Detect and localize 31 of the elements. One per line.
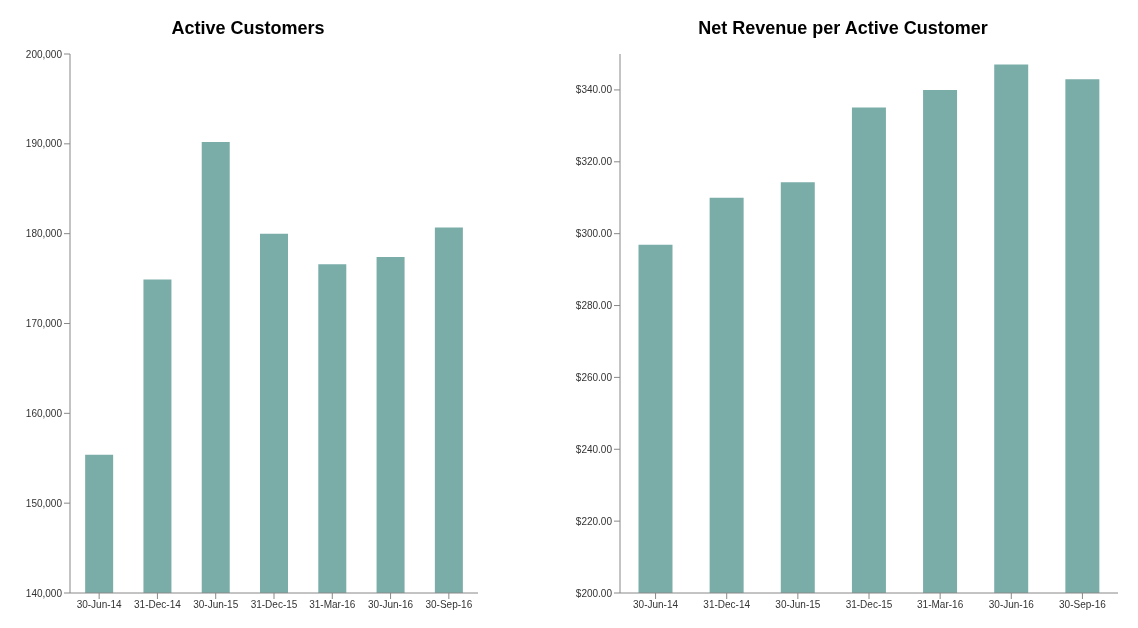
x-tick-label: 31-Dec-15	[845, 599, 893, 611]
chart-title: Active Customers	[170, 17, 326, 40]
y-tick-label: 150,000	[25, 497, 63, 509]
y-tick-label: $320.00	[575, 156, 613, 168]
x-tick-label: 30-Jun-16	[368, 599, 414, 611]
x-tick-label: 30-Jun-15	[775, 599, 821, 611]
y-tick-label: $260.00	[575, 371, 613, 383]
x-tick-label: 31-Mar-16	[917, 599, 964, 611]
y-tick-label: $220.00	[575, 515, 613, 527]
x-tick-label: 30-Jun-14	[633, 599, 679, 611]
x-tick-label: 31-Mar-16	[309, 599, 356, 611]
y-tick-label: $200.00	[575, 587, 613, 599]
y-tick-label: 140,000	[25, 587, 63, 599]
y-tick-label: 200,000	[25, 48, 63, 60]
x-tick-label: 30-Sep-16	[1059, 599, 1107, 611]
y-tick-label: 190,000	[25, 138, 63, 150]
y-tick-label: $300.00	[575, 228, 613, 240]
y-tick-label: $340.00	[575, 84, 613, 96]
x-tick-label: 30-Jun-16	[988, 599, 1035, 611]
x-tick-label: 31-Dec-15	[250, 599, 298, 611]
x-tick-label: 31-Dec-14	[134, 599, 182, 611]
x-tick-label: 30-Jun-15	[193, 599, 239, 611]
y-tick-label: 180,000	[25, 228, 63, 240]
y-tick-label: $280.00	[575, 300, 613, 312]
y-tick-label: 170,000	[25, 318, 63, 330]
y-tick-label: 160,000	[25, 407, 63, 419]
x-tick-label: 30-Sep-16	[425, 599, 473, 611]
x-tick-label: 31-Dec-14	[703, 599, 751, 611]
x-tick-label: 30-Jun-14	[76, 599, 123, 611]
chart-title: Net Revenue per Active Customer	[697, 17, 989, 40]
y-tick-label: $240.00	[575, 443, 613, 455]
